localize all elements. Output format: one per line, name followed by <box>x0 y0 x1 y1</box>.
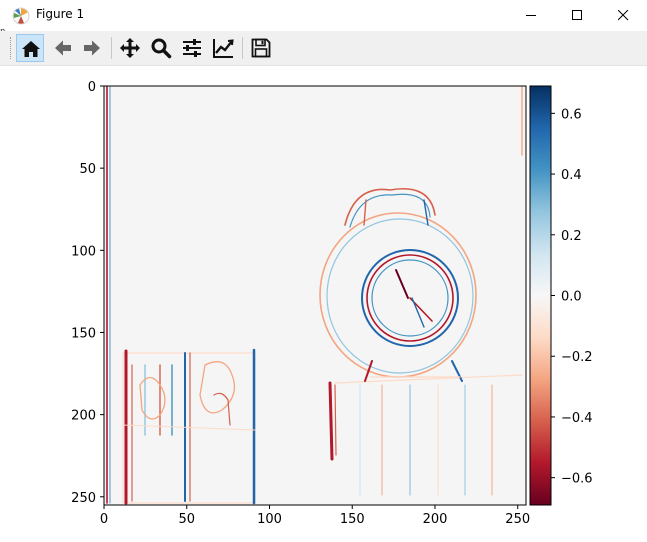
sliders-icon <box>183 39 201 57</box>
y-tick-label: 250 <box>71 491 96 506</box>
y-tick-label: 150 <box>71 326 96 341</box>
home-button[interactable] <box>16 34 44 62</box>
matplotlib-app-icon <box>12 7 30 25</box>
maximize-icon <box>572 10 582 20</box>
back-button[interactable] <box>49 34 77 62</box>
edge-box-figure <box>199 361 236 414</box>
edge-clock-post <box>363 199 367 226</box>
subplots-button[interactable] <box>178 34 206 62</box>
x-tick-label: 200 <box>423 512 448 527</box>
edge-clock-face <box>371 259 449 337</box>
y-tick-label: 50 <box>79 162 96 177</box>
x-tick-label: 0 <box>100 512 108 527</box>
colorbar-tick-label: 0.4 <box>561 168 582 183</box>
edge-table-left-red <box>328 381 334 461</box>
forward-button[interactable] <box>78 34 106 62</box>
colorbar-gradient <box>529 85 552 506</box>
arrow-left-icon <box>55 40 71 56</box>
y-tick-label: 0 <box>88 80 96 95</box>
toolbar-grip <box>10 37 14 59</box>
colorbar-tick-label: −0.4 <box>561 411 593 426</box>
edge-clock-body <box>326 218 474 374</box>
x-tick-label: 100 <box>257 512 282 527</box>
y-axis: 0 50 100 150 200 250 <box>71 80 104 506</box>
x-tick-label: 150 <box>340 512 365 527</box>
move-icon <box>120 38 140 58</box>
magnifier-icon <box>151 38 172 59</box>
minimize-icon <box>526 15 536 16</box>
edge-clock-leg <box>451 360 463 382</box>
edge-clock-hand <box>411 297 425 328</box>
colorbar-tick-label: 0.0 <box>561 290 582 305</box>
edge-clock-face <box>366 254 454 342</box>
edge-table-left <box>334 384 337 456</box>
edge-clock-hand <box>395 269 409 299</box>
save-button[interactable] <box>247 34 275 62</box>
x-axis: 0 50 100 150 200 250 <box>100 505 530 527</box>
zoom-button[interactable] <box>147 34 175 62</box>
colorbar-ticks: 0.6 0.4 0.2 0.0 −0.2 −0.4 −0.6 <box>551 107 593 487</box>
x-tick-label: 250 <box>505 512 530 527</box>
heatmap-axes-frame <box>103 85 527 506</box>
x-tick-label: 50 <box>178 512 195 527</box>
edge-clock-top <box>344 188 436 226</box>
y-tick-label: 100 <box>71 244 96 259</box>
toolbar-separator <box>111 37 112 59</box>
colorbar-tick-label: −0.6 <box>561 472 593 487</box>
close-button[interactable] <box>601 0 647 31</box>
edge-box-line <box>122 424 256 431</box>
heatmap-edges <box>106 86 523 505</box>
pan-button[interactable] <box>116 34 144 62</box>
close-icon <box>618 10 629 21</box>
colorbar-tick-label: 0.6 <box>561 107 582 122</box>
edge-box-figure <box>139 376 166 420</box>
title-bar: Figure 1 <box>0 0 647 31</box>
minimize-button[interactable] <box>509 0 555 31</box>
floppy-disk-icon <box>251 38 271 58</box>
edge-clock-top <box>349 193 431 228</box>
arrow-right-icon <box>84 40 100 56</box>
y-tick-label: 200 <box>71 409 96 424</box>
heatmap-axes: 0 50 100 150 200 250 0 50 100 150 200 250 <box>71 80 530 527</box>
colorbar: 0.6 0.4 0.2 0.0 −0.2 −0.4 −0.6 <box>529 85 593 506</box>
edge-box-figure <box>213 392 231 426</box>
navigation-toolbar <box>0 31 647 66</box>
edge-clock-leg <box>364 360 373 382</box>
edge-clock-post <box>423 199 429 226</box>
home-icon <box>22 41 40 57</box>
colorbar-tick-label: 0.2 <box>561 229 582 244</box>
edge-table-top <box>334 374 523 384</box>
maximize-button[interactable] <box>555 0 601 31</box>
window-title: Figure 1 <box>36 7 85 21</box>
heatmap-image <box>104 86 526 505</box>
edit-axes-button[interactable] <box>209 34 237 62</box>
toolbar-separator <box>242 37 243 59</box>
colorbar-tick-label: −0.2 <box>561 350 593 365</box>
edge-clock-face <box>361 249 459 347</box>
chart-line-icon <box>213 39 234 58</box>
